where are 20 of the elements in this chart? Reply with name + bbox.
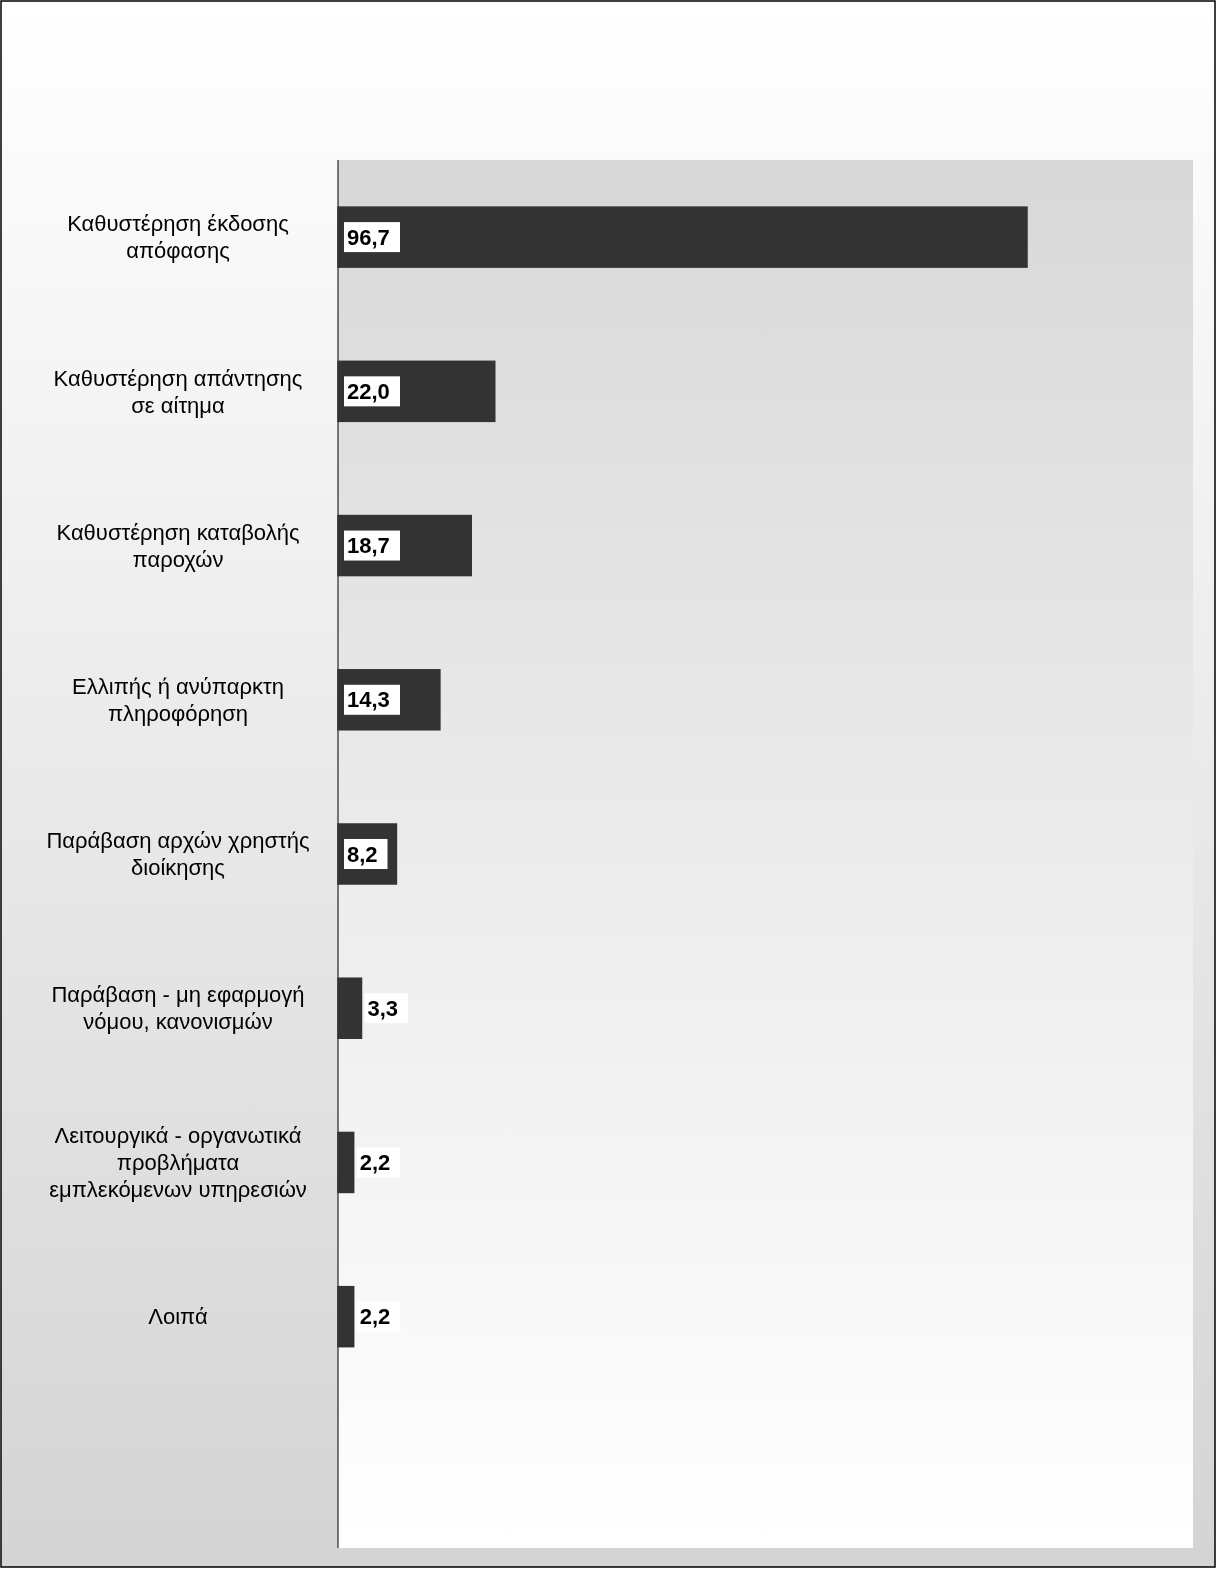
data-label: 22,0 bbox=[347, 379, 390, 405]
y-tick-label: Καθυστέρηση έκδοσης απόφασης bbox=[67, 211, 289, 264]
bar bbox=[337, 1131, 355, 1194]
y-tick-label: Λοιπά bbox=[148, 1304, 208, 1330]
y-tick-label: Καθυστέρηση απάντησης σε αίτημα bbox=[53, 365, 303, 418]
data-label: 18,7 bbox=[347, 533, 390, 559]
y-tick-label: Καθυστέρηση καταβολής παροχών bbox=[56, 519, 300, 572]
bar bbox=[337, 977, 363, 1039]
data-label: 2,2 bbox=[359, 1150, 391, 1176]
data-label: 14,3 bbox=[347, 687, 390, 713]
data-label: 2,2 bbox=[359, 1304, 391, 1330]
bar bbox=[337, 1285, 355, 1348]
y-tick-label: Λειτουργικά - οργανωτικά προβλήματα εμπλεκόμενων υπηρεσιών bbox=[49, 1123, 307, 1203]
y-tick-label: Παράβαση - μη εφαρμογή νόμου, κανονισμών bbox=[51, 982, 305, 1035]
y-tick-label: Παράβαση αρχών χρηστής διοίκησης bbox=[46, 828, 310, 881]
bar bbox=[337, 206, 1028, 268]
data-label: 8,2 bbox=[347, 841, 378, 867]
data-label: 3,3 bbox=[367, 995, 399, 1021]
data-label: 96,7 bbox=[347, 224, 390, 250]
y-tick-label: Ελλιπής ή ανύπαρκτη πληροφόρηση bbox=[72, 673, 284, 726]
